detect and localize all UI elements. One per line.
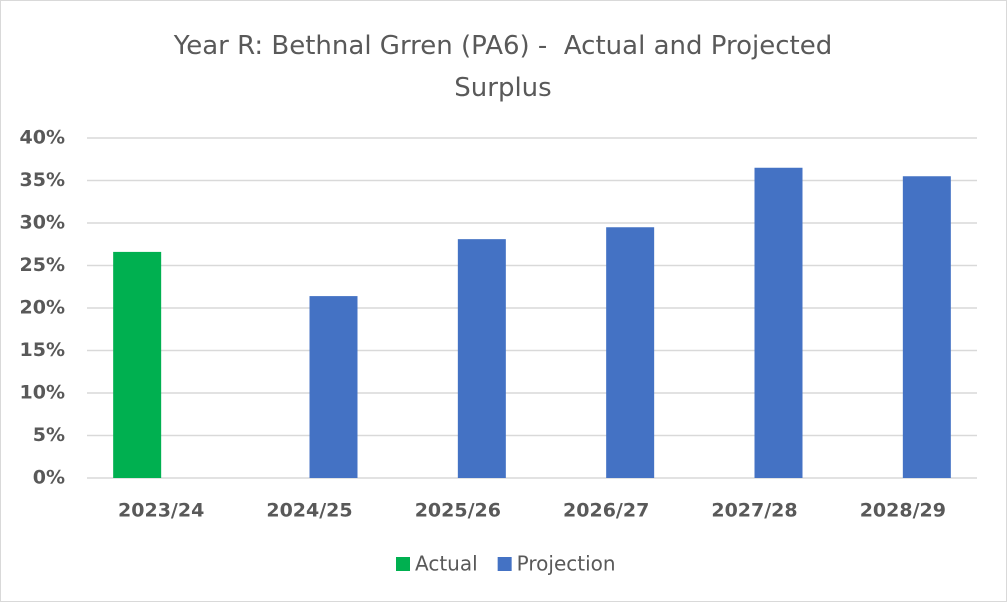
legend-swatch: [396, 557, 410, 571]
y-tick-label: 40%: [20, 127, 65, 149]
bar: [754, 167, 803, 478]
legend-label: Actual: [415, 552, 478, 576]
chart-title: Year R: Bethnal Grren (PA6) - Actual and…: [173, 31, 841, 103]
x-tick-label: 2027/28: [711, 500, 797, 522]
y-tick-label: 15%: [20, 339, 65, 361]
x-tick-label: 2023/24: [118, 500, 204, 522]
bar: [309, 296, 358, 478]
x-tick-label: 2025/26: [415, 500, 501, 522]
y-tick-label: 30%: [20, 212, 65, 234]
y-tick-label: 10%: [20, 382, 65, 404]
y-tick-label: 20%: [20, 297, 65, 319]
y-tick-label: 35%: [20, 169, 65, 191]
x-tick-label: 2024/25: [266, 500, 352, 522]
y-tick-label: 0%: [33, 467, 65, 489]
x-tick-label: 2028/29: [860, 500, 946, 522]
legend-swatch: [497, 557, 512, 571]
bar: [902, 176, 951, 478]
bar: [606, 227, 655, 478]
legend-label: Projection: [517, 552, 616, 576]
bar: [113, 251, 162, 478]
x-tick-label: 2026/27: [563, 500, 649, 522]
bar: [457, 239, 506, 478]
y-tick-label: 5%: [33, 424, 65, 446]
y-tick-label: 25%: [20, 254, 65, 276]
